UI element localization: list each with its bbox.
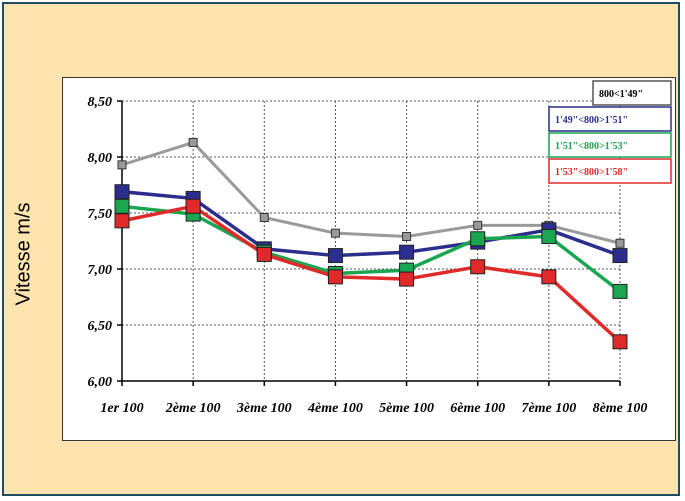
x-tick-label: 5ème 100 (379, 401, 434, 416)
legend-label: 800<1'49" (599, 89, 643, 100)
data-point-marker (114, 213, 130, 229)
legend-swatch-box (548, 132, 672, 158)
data-point-marker (259, 212, 269, 222)
data-point-marker (541, 269, 557, 285)
legend-entry: 1'53"<800>1'58" (548, 158, 672, 184)
data-point-marker (470, 259, 486, 275)
y-tick-label: 8,50 (88, 95, 113, 110)
y-tick-label: 8,00 (88, 151, 113, 166)
y-tick-label: 7,50 (88, 207, 113, 222)
series-line (121, 204, 622, 344)
data-point-marker (541, 229, 557, 245)
legend-swatch-box (548, 158, 672, 184)
data-point-marker (114, 198, 130, 214)
data-point-marker (185, 198, 201, 214)
legend-entry: 1'49"<800>1'51" (548, 106, 672, 132)
data-point-marker (256, 246, 272, 262)
series-line (121, 204, 622, 293)
y-tick-label: 6,50 (88, 319, 113, 334)
data-point-marker (470, 231, 486, 247)
data-point-marker (399, 271, 415, 287)
data-point-marker (473, 220, 483, 230)
y-tick-label: 6,00 (88, 375, 113, 390)
x-tick-label: 2ème 100 (165, 401, 221, 416)
x-tick-label: 1er 100 (100, 401, 143, 416)
x-tick-label: 4ème 100 (307, 401, 363, 416)
legend-label: 1'51"<800>1'53" (555, 141, 628, 152)
x-tick-label: 3ème 100 (236, 401, 292, 416)
y-tick-label: 7,00 (88, 263, 113, 278)
series-line (121, 140, 621, 245)
x-tick-label: 6ème 100 (450, 401, 505, 416)
x-tick-label: 7ème 100 (521, 401, 576, 416)
legend-swatch-box (548, 106, 672, 132)
legend-swatch-box (592, 80, 672, 106)
legend-label: 1'49"<800>1'51" (555, 115, 628, 126)
data-point-marker (327, 269, 343, 285)
data-point-marker (612, 283, 628, 299)
data-point-marker (612, 334, 628, 350)
data-point-marker (330, 228, 340, 238)
data-point-marker (114, 184, 130, 200)
data-point-marker (188, 137, 198, 147)
data-point-marker (399, 244, 415, 260)
data-point-marker (612, 248, 628, 264)
legend-entry: 1'51"<800>1'53" (548, 132, 672, 158)
data-point-marker (117, 160, 127, 170)
data-point-marker (327, 248, 343, 264)
x-tick-label: 8ème 100 (593, 401, 648, 416)
legend-label: 1'53"<800>1'58" (555, 167, 628, 178)
data-point-marker (402, 232, 412, 242)
legend-entry: 800<1'49" (592, 80, 672, 106)
series-line (121, 189, 621, 258)
data-point-marker (615, 238, 625, 248)
